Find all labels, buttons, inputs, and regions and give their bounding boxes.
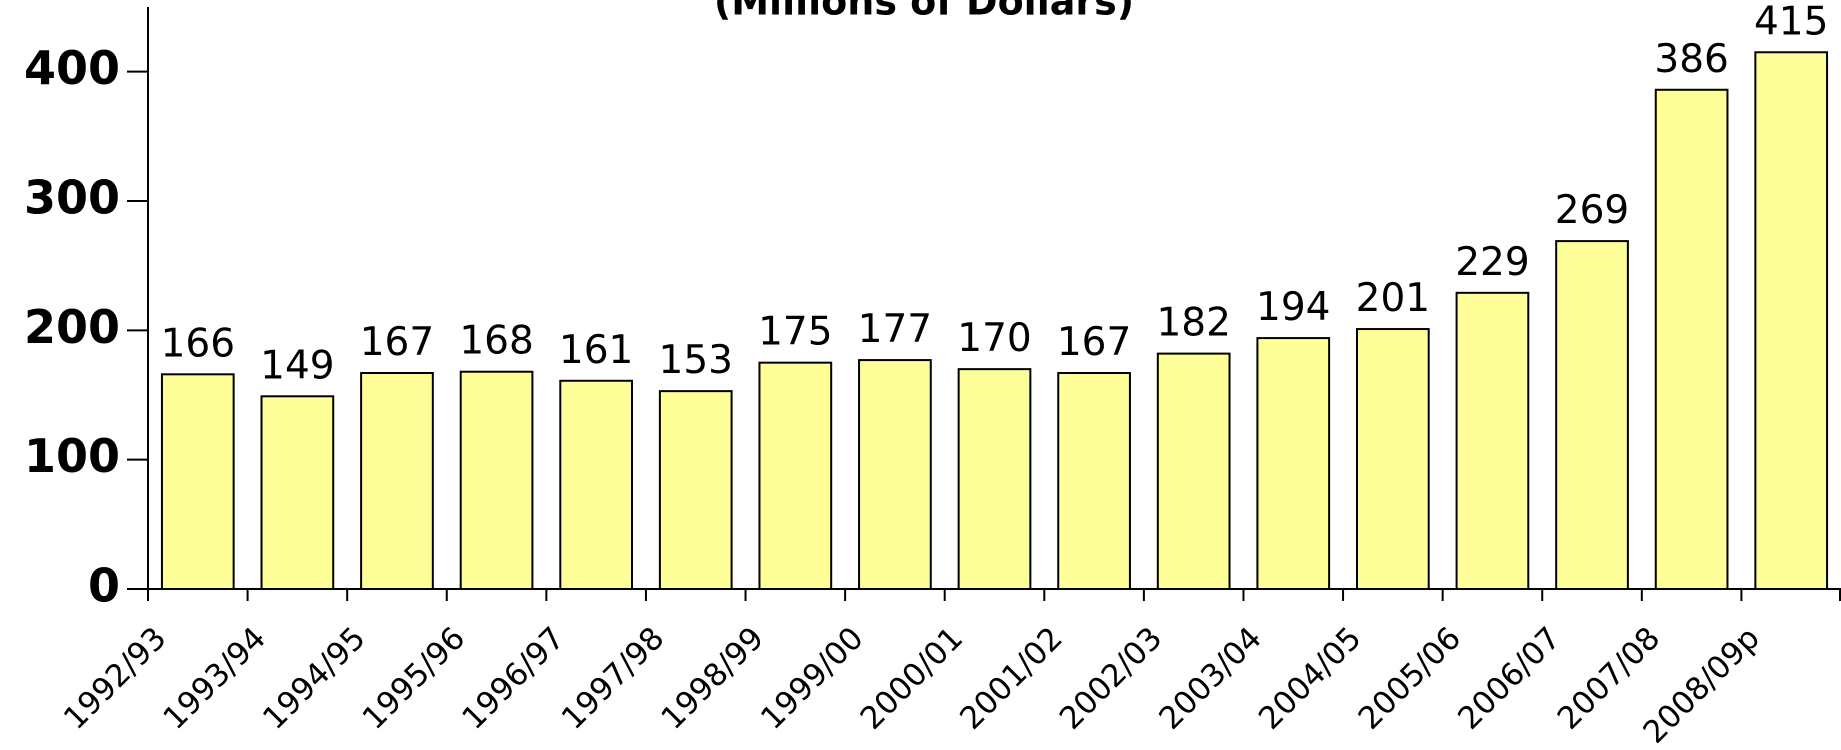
- bar: [459, 370, 534, 590]
- value-label: 149: [260, 343, 334, 388]
- bar: [360, 372, 434, 590]
- bar: [1156, 352, 1231, 591]
- value-label: 229: [1455, 240, 1529, 285]
- x-tick-label: 2003/04: [1152, 620, 1269, 737]
- bar: [1356, 328, 1430, 590]
- value-label: 201: [1356, 276, 1430, 321]
- value-label: 182: [1156, 301, 1230, 346]
- bar: [1555, 240, 1629, 591]
- value-label: 168: [459, 319, 533, 364]
- x-tick-label: 1994/95: [256, 620, 373, 737]
- y-tick-label: 400: [24, 41, 120, 95]
- value-label: 166: [161, 321, 235, 366]
- bar: [1256, 337, 1331, 590]
- x-tick-label: 2004/05: [1252, 620, 1369, 737]
- x-tick-label: 2001/02: [953, 620, 1070, 737]
- value-label: 175: [758, 310, 832, 355]
- x-tick-label: 1993/94: [157, 620, 274, 737]
- bar: [559, 379, 633, 591]
- value-label: 167: [1057, 320, 1131, 365]
- bar: [160, 373, 235, 590]
- value-label: 415: [1754, 0, 1828, 44]
- value-label: 170: [957, 316, 1031, 361]
- y-tick-label: 300: [24, 171, 120, 225]
- x-tick-label: 2006/07: [1451, 620, 1568, 737]
- bar: [758, 361, 833, 590]
- value-label: 161: [559, 328, 633, 373]
- bar: [260, 395, 335, 590]
- x-tick-label: 1997/98: [555, 620, 672, 737]
- value-label: 269: [1555, 188, 1629, 233]
- bar: [1057, 372, 1131, 590]
- value-label: 167: [360, 320, 434, 365]
- x-tick-label: 1998/99: [654, 620, 771, 737]
- x-tick-label: 2005/06: [1352, 620, 1469, 737]
- x-tick-label: 1999/00: [754, 620, 871, 737]
- bar: [1754, 51, 1829, 591]
- x-tick-label: 1995/96: [356, 620, 473, 737]
- x-tick-label: 1996/97: [455, 620, 572, 737]
- y-tick-label: 100: [24, 429, 120, 483]
- bar: [858, 359, 932, 590]
- y-tick-label: 0: [88, 559, 120, 613]
- bar: [957, 368, 1032, 590]
- bar: [1654, 88, 1729, 590]
- x-tick-label: 2000/01: [854, 620, 971, 737]
- bar: [1455, 291, 1530, 590]
- y-tick-label: 200: [24, 300, 120, 354]
- value-label: 177: [858, 307, 932, 352]
- chart-title: (Millions of Dollars): [714, 0, 1134, 24]
- value-label: 194: [1256, 285, 1330, 330]
- bar: [658, 390, 733, 590]
- value-label: 153: [659, 338, 733, 383]
- value-label: 386: [1654, 37, 1728, 82]
- x-tick-label: 2002/03: [1053, 620, 1170, 737]
- x-tick-label: 1992/93: [57, 620, 174, 737]
